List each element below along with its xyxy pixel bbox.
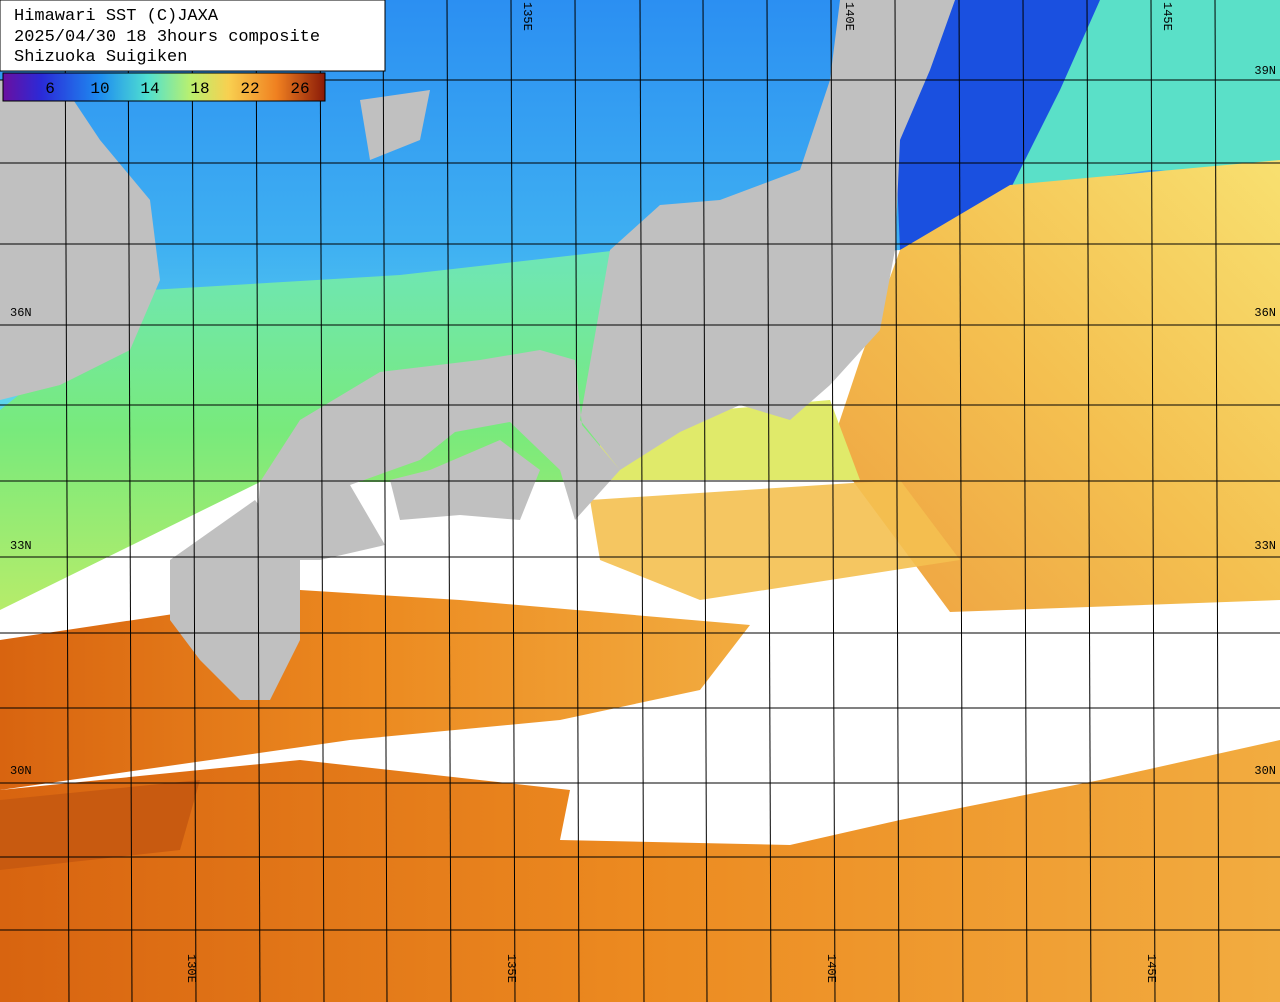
lat-label-left: 36N: [10, 306, 32, 320]
lat-label-right: 30N: [1254, 764, 1276, 778]
meridian: [894, 0, 900, 1002]
lon-label-top: 145E: [1160, 2, 1174, 31]
meridian: [382, 0, 388, 1002]
header-line: 2025/04/30 18 3hours composite: [14, 28, 320, 47]
lat-label-left: 30N: [10, 764, 32, 778]
lat-label-right: 36N: [1254, 306, 1276, 320]
colorbar-label: 26: [290, 80, 309, 98]
lon-label-bottom: 140E: [824, 954, 838, 983]
lon-label-bottom: 130E: [184, 954, 198, 983]
header-box: [0, 0, 386, 72]
meridian: [191, 0, 197, 1002]
meridian: [446, 0, 452, 1002]
lat-label-right: 39N: [1254, 64, 1276, 78]
meridian: [574, 0, 580, 1002]
meridian: [319, 0, 325, 1002]
meridian: [1022, 0, 1028, 1002]
meridian: [255, 0, 261, 1002]
colorbar: [2, 72, 326, 102]
colorbar-label: 14: [140, 80, 159, 98]
meridian: [639, 0, 645, 1002]
header-line: Himawari SST (C)JAXA: [14, 7, 219, 26]
colorbar-label: 10: [90, 80, 109, 98]
lat-label-right: 33N: [1254, 539, 1276, 553]
lon-label-bottom: 135E: [504, 954, 518, 983]
meridian: [1150, 0, 1156, 1002]
meridian: [830, 0, 836, 1002]
land-layer: [0, 0, 955, 700]
colorbar-label: 18: [190, 80, 209, 98]
lon-label-top: 140E: [842, 2, 856, 31]
meridian: [64, 0, 70, 1002]
meridian: [1086, 0, 1092, 1002]
meridian: [1214, 0, 1220, 1002]
colorbar-label: 6: [45, 80, 55, 98]
lon-label-bottom: 145E: [1144, 954, 1158, 983]
header-line: Shizuoka Suigiken: [14, 48, 187, 67]
lat-label-left: 33N: [10, 539, 32, 553]
meridian: [766, 0, 772, 1002]
meridian: [702, 0, 708, 1002]
meridian: [958, 0, 964, 1002]
lon-label-top: 135E: [520, 2, 534, 31]
meridian: [510, 0, 516, 1002]
meridian: [127, 0, 133, 1002]
colorbar-label: 22: [240, 80, 259, 98]
